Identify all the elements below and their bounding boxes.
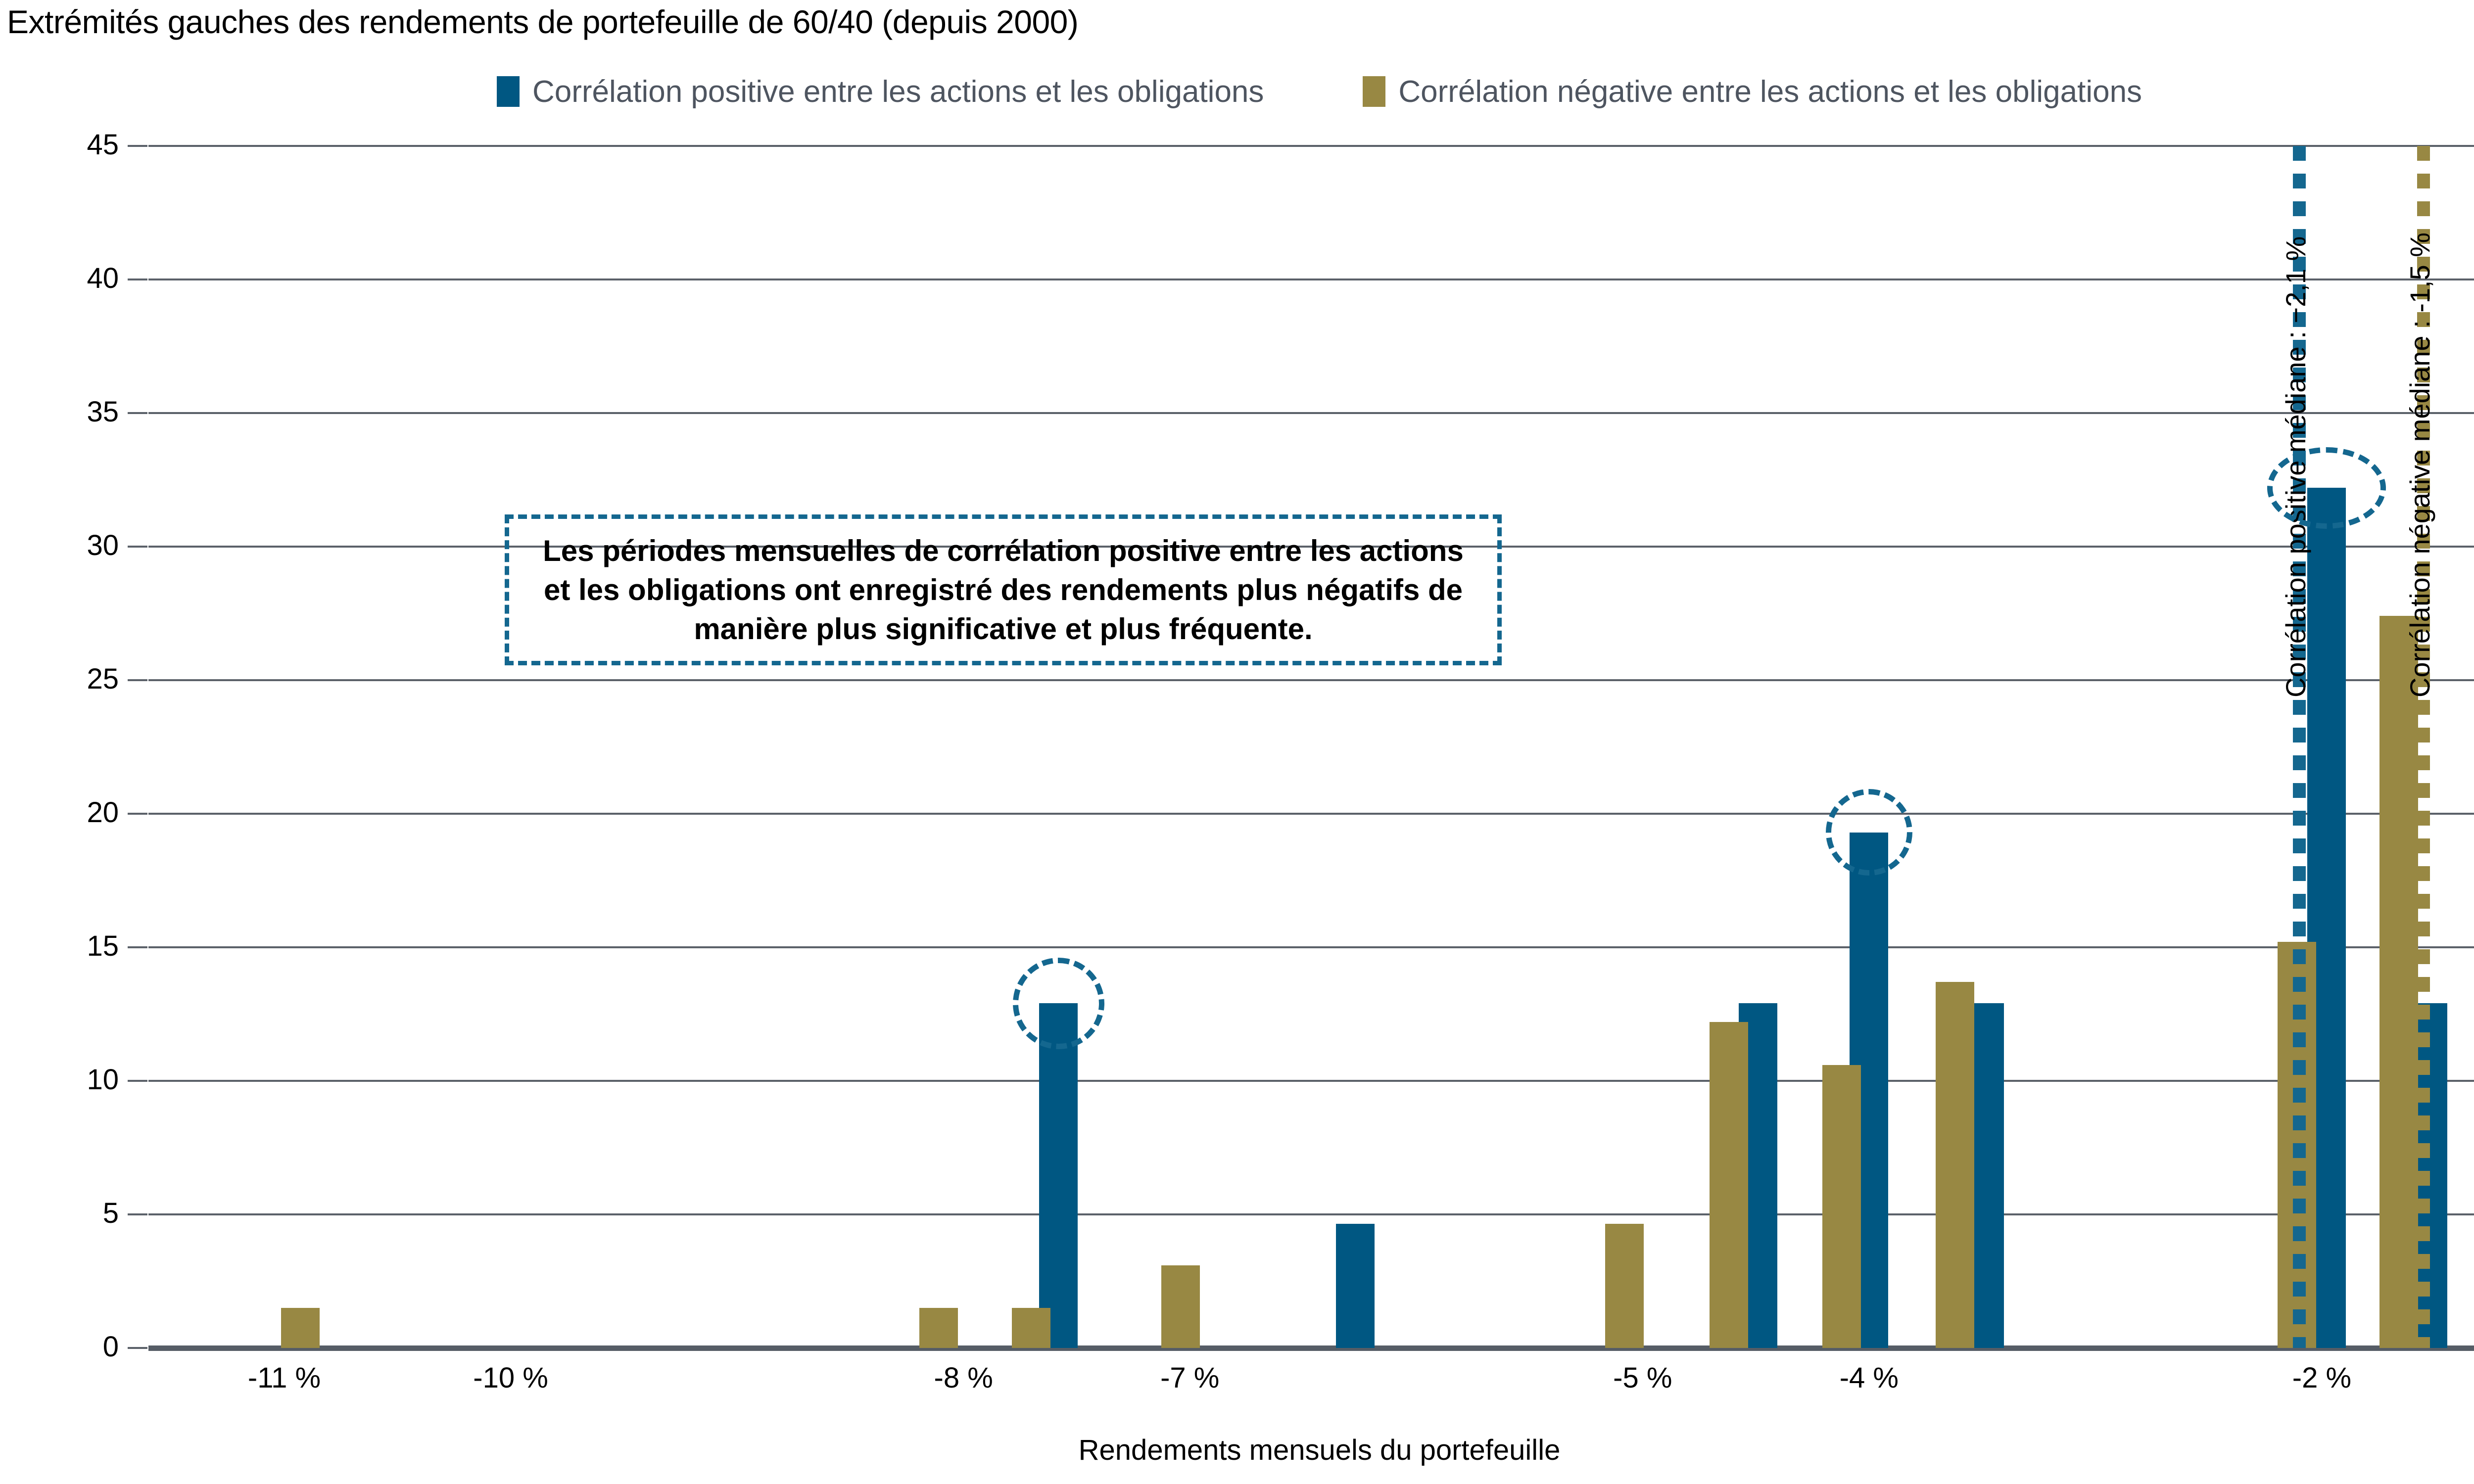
- bar[interactable]: [1936, 982, 1975, 1348]
- highlight-3-circle: [2267, 447, 2386, 529]
- median-line-negative: [2417, 146, 2430, 1348]
- y-axis-tick: [128, 1080, 147, 1082]
- y-axis-tick: [128, 1347, 147, 1349]
- gridline: [148, 546, 2474, 548]
- x-axis-baseline: [148, 1345, 2474, 1351]
- y-axis-tick: [128, 946, 147, 948]
- gridline: [148, 1213, 2474, 1215]
- plot-area: Corrélation positive médiane : −2,1 % Cor…: [128, 145, 2474, 1351]
- bar[interactable]: [2379, 616, 2418, 1348]
- bar[interactable]: [1709, 1022, 1748, 1348]
- bar[interactable]: [1039, 1003, 1078, 1348]
- y-axis-tick-label: 45: [87, 129, 119, 161]
- y-axis-tick-label: 10: [87, 1064, 119, 1096]
- chart-title: Extrémités gauches des rendements de por…: [7, 3, 1079, 40]
- gridline: [148, 813, 2474, 815]
- y-axis-tick: [128, 546, 147, 548]
- x-axis-tick-label: -10 %: [473, 1362, 548, 1394]
- y-axis-tick: [128, 145, 147, 147]
- highlight-1-circle: [1012, 957, 1104, 1049]
- x-axis-title: Rendements mensuels du portefeuille: [1078, 1434, 1561, 1466]
- y-axis-tick-label: 25: [87, 663, 119, 695]
- bar[interactable]: [1161, 1265, 1200, 1348]
- gridline: [148, 1080, 2474, 1082]
- y-axis-tick: [128, 412, 147, 414]
- highlight-2-circle: [1825, 789, 1912, 876]
- y-axis-tick: [128, 278, 147, 280]
- y-axis-tick-label: 20: [87, 796, 119, 829]
- bar[interactable]: [1605, 1223, 1644, 1348]
- x-axis-tick-label: -5 %: [1613, 1362, 1672, 1394]
- legend-label-positive: Corrélation positive entre les actions e…: [532, 74, 1264, 109]
- y-axis-tick-label: 30: [87, 529, 119, 561]
- legend-swatch-positive: [496, 76, 520, 107]
- legend-label-negative: Corrélation négative entre les actions e…: [1398, 74, 2142, 109]
- legend-item-negative[interactable]: Corrélation négative entre les actions e…: [1363, 74, 2142, 109]
- x-axis-tick-label: -2 %: [2292, 1362, 2352, 1394]
- callout-annotation-text: Les périodes mensuelles de corrélation p…: [543, 534, 1464, 646]
- y-axis-tick-label: 5: [102, 1197, 119, 1229]
- gridline: [148, 145, 2474, 147]
- y-axis-tick: [128, 679, 147, 681]
- x-axis-tick-label: -7 %: [1160, 1362, 1220, 1394]
- gridline: [148, 946, 2474, 948]
- y-axis-tick: [128, 813, 147, 815]
- y-axis-tick-label: 40: [87, 262, 119, 294]
- bar[interactable]: [281, 1308, 320, 1348]
- bar[interactable]: [919, 1308, 958, 1348]
- gridline: [148, 278, 2474, 280]
- chart-legend: Corrélation positive entre les actions e…: [0, 69, 2474, 114]
- x-axis-tick-label: -4 %: [1839, 1362, 1899, 1394]
- median-line-positive: [2292, 146, 2306, 1348]
- gridline: [148, 412, 2474, 414]
- y-axis-tick-label: 0: [102, 1331, 119, 1363]
- bar[interactable]: [1822, 1065, 1861, 1348]
- gridline: [148, 679, 2474, 681]
- x-axis-tick-label: -11 %: [247, 1362, 321, 1394]
- x-axis-tick-label: -8 %: [934, 1362, 993, 1394]
- y-axis-tick-label: 35: [87, 396, 119, 428]
- legend-swatch-negative: [1363, 76, 1386, 107]
- median-line-label-negative: Corrélation négative médiane : -1,5 %: [2404, 232, 2436, 697]
- y-axis-tick: [128, 1213, 147, 1215]
- legend-item-positive[interactable]: Corrélation positive entre les actions e…: [496, 74, 1264, 109]
- bar[interactable]: [1335, 1223, 1375, 1348]
- bar[interactable]: [1012, 1308, 1051, 1348]
- callout-annotation: Les périodes mensuelles de corrélation p…: [505, 514, 1502, 665]
- y-axis-tick-label: 15: [87, 930, 119, 962]
